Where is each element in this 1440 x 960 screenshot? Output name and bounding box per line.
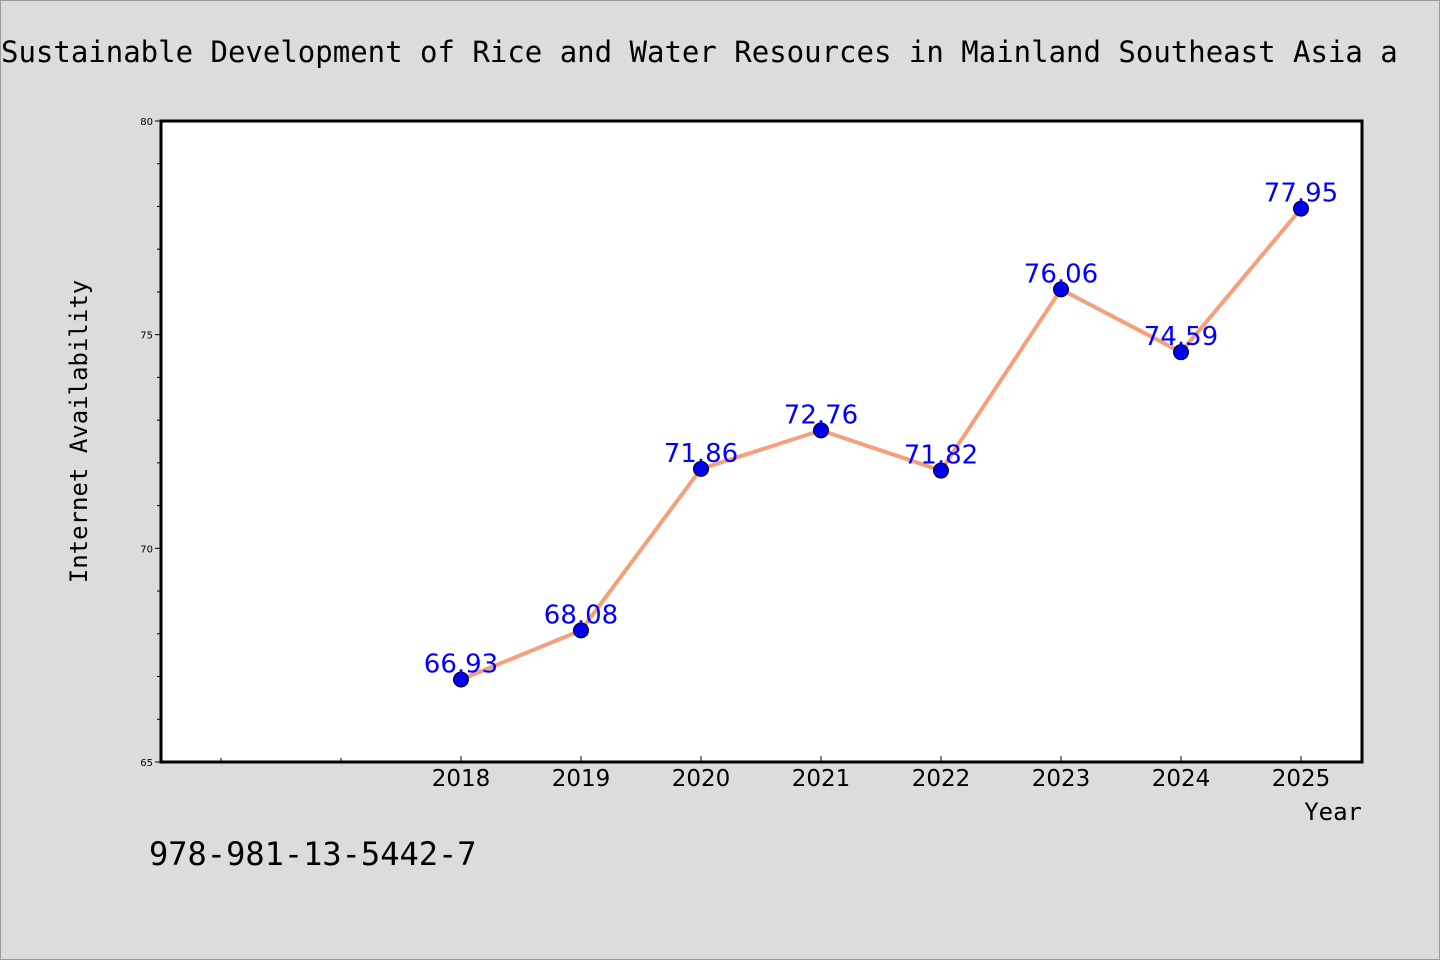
chart-title: Sustainable Development of Rice and Wate…: [1, 35, 1398, 69]
y-axis-title: Internet Availability: [65, 280, 93, 583]
x-tick-label: 2023: [1032, 766, 1091, 792]
data-label: 71.82: [904, 441, 978, 471]
x-tick-label: 2020: [672, 766, 731, 792]
x-tick-label: 2019: [552, 766, 611, 792]
x-tick-label: 2021: [792, 766, 851, 792]
y-tick-label: 80: [140, 117, 153, 128]
data-point: [1053, 281, 1069, 298]
x-tick-label: 2025: [1272, 766, 1331, 792]
series-line: [460, 207, 1303, 682]
data-label: 77.95: [1264, 179, 1338, 209]
data-point: [453, 671, 469, 688]
data-point: [813, 422, 829, 439]
data-point: [573, 622, 589, 639]
x-tick-label: 2024: [1152, 766, 1211, 792]
x-axis-title: Year: [1304, 798, 1362, 826]
data-label: 66.93: [424, 650, 498, 680]
y-tick-label: 70: [140, 544, 153, 555]
plot-area: [159, 119, 1364, 764]
data-label: 72.76: [784, 400, 858, 430]
data-point: [1293, 200, 1309, 217]
data-label: 74.59: [1144, 322, 1218, 352]
data-label: 68.08: [544, 600, 618, 630]
data-point: [693, 460, 709, 477]
data-label: 71.86: [664, 439, 738, 469]
data-point: [1173, 344, 1189, 361]
isbn-footnote: 978-981-13-5442-7: [149, 835, 477, 873]
x-tick-label: 2018: [432, 766, 491, 792]
data-label: 76.06: [1024, 259, 1098, 289]
y-tick-label: 65: [140, 758, 153, 769]
y-tick-label: 75: [140, 331, 153, 342]
x-tick-label: 2022: [912, 766, 971, 792]
data-point: [933, 462, 949, 479]
